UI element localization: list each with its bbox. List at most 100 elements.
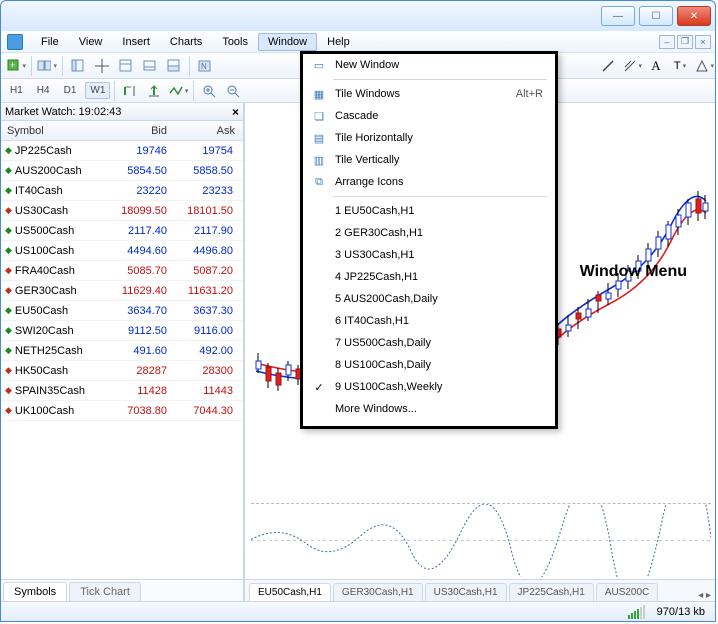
line-tool-button[interactable] (597, 55, 619, 77)
menu-window-2[interactable]: 2 GER30Cash,H1 (303, 222, 555, 244)
timeframe-h1[interactable]: H1 (5, 82, 28, 99)
text-tool-button[interactable]: A (645, 55, 667, 77)
menu-tile-vertically[interactable]: ▥ Tile Vertically (303, 149, 555, 171)
menu-charts[interactable]: Charts (160, 33, 212, 51)
symbol-name: US100Cash (15, 245, 74, 257)
market-watch-row[interactable]: ◆FRA40Cash5085.705087.20 (1, 261, 243, 281)
menu-tools[interactable]: Tools (212, 33, 258, 51)
mdi-close-button[interactable]: × (695, 35, 711, 49)
chart-tab[interactable]: US30Cash,H1 (425, 583, 507, 601)
zoom-out-button[interactable] (222, 80, 244, 102)
market-watch-row[interactable]: ◆GER30Cash11629.4011631.20 (1, 281, 243, 301)
new-order-button[interactable]: N (194, 55, 216, 77)
market-watch-row[interactable]: ◆SWI20Cash9112.509116.00 (1, 321, 243, 341)
menu-new-window[interactable]: ▭ New Window (303, 54, 555, 76)
col-symbol[interactable]: Symbol (1, 123, 101, 139)
ask-value: 11443 (173, 385, 241, 397)
menu-tile-horizontally[interactable]: ▤ Tile Horizontally (303, 127, 555, 149)
menu-window-label: 2 GER30Cash,H1 (329, 227, 547, 239)
menu-insert[interactable]: Insert (112, 33, 160, 51)
symbol-name: FRA40Cash (15, 265, 75, 277)
new-chart-button[interactable]: + (5, 55, 27, 77)
market-watch-row[interactable]: ◆US30Cash18099.5018101.50 (1, 201, 243, 221)
maximize-button[interactable]: ☐ (639, 6, 673, 26)
menu-more-windows[interactable]: More Windows... (303, 398, 555, 420)
strategy-tester-button[interactable] (163, 55, 185, 77)
menu-tile-windows-shortcut: Alt+R (516, 88, 547, 100)
chart-tabs-scroll[interactable]: ◂ ▸ (694, 590, 715, 601)
col-ask[interactable]: Ask (173, 123, 241, 139)
menu-window-4[interactable]: 4 JP225Cash,H1 (303, 266, 555, 288)
menu-window-8[interactable]: 8 US100Cash,Daily (303, 354, 555, 376)
line-tool-more-button[interactable] (621, 55, 643, 77)
shift-end-button[interactable] (119, 80, 141, 102)
market-watch-row[interactable]: ◆NETH25Cash491.60492.00 (1, 341, 243, 361)
market-watch-row[interactable]: ◆US500Cash2117.402117.90 (1, 221, 243, 241)
profiles-button[interactable] (36, 55, 58, 77)
annotation-label: Window Menu (580, 263, 687, 281)
menu-tile-windows[interactable]: ▦ Tile Windows Alt+R (303, 83, 555, 105)
market-watch-row[interactable]: ◆UK100Cash7038.807044.30 (1, 401, 243, 421)
ask-value: 492.00 (173, 345, 241, 357)
market-watch-row[interactable]: ◆US100Cash4494.604496.80 (1, 241, 243, 261)
navigator-button[interactable] (115, 55, 137, 77)
menu-window-9[interactable]: ✓9 US100Cash,Weekly (303, 376, 555, 398)
menu-help[interactable]: Help (317, 33, 360, 51)
text-label-button[interactable]: T (669, 55, 691, 77)
menu-window-5[interactable]: 5 AUS200Cash,Daily (303, 288, 555, 310)
statusbar: 970/13 kb (1, 601, 715, 621)
crosshair-button[interactable] (91, 55, 113, 77)
menu-view[interactable]: View (69, 33, 113, 51)
market-watch-row[interactable]: ◆AUS200Cash5854.505858.50 (1, 161, 243, 181)
tab-symbols[interactable]: Symbols (3, 582, 67, 601)
minimize-button[interactable]: — (601, 6, 635, 26)
menu-tile-h-label: Tile Horizontally (329, 132, 547, 144)
bid-value: 7038.80 (101, 405, 173, 417)
timeframe-w1[interactable]: W1 (85, 82, 110, 99)
bid-value: 11629.40 (101, 285, 173, 297)
mdi-restore-button[interactable]: ❐ (677, 35, 693, 49)
ask-value: 5858.50 (173, 165, 241, 177)
tab-tick-chart[interactable]: Tick Chart (69, 582, 141, 601)
menu-window-6[interactable]: 6 IT40Cash,H1 (303, 310, 555, 332)
bid-value: 2117.40 (101, 225, 173, 237)
market-watch-row[interactable]: ◆JP225Cash1974619754 (1, 141, 243, 161)
market-watch-row[interactable]: ◆SPAIN35Cash1142811443 (1, 381, 243, 401)
menu-file[interactable]: File (31, 33, 69, 51)
zoom-in-button[interactable] (198, 80, 220, 102)
market-watch-header: Symbol Bid Ask (1, 121, 243, 141)
mdi-minimize-button[interactable]: – (659, 35, 675, 49)
market-watch-row[interactable]: ◆IT40Cash2322023233 (1, 181, 243, 201)
chart-tab[interactable]: AUS200C (596, 583, 658, 601)
menu-cascade[interactable]: ❏ Cascade (303, 105, 555, 127)
menu-more-windows-label: More Windows... (329, 403, 547, 415)
check-icon: ✓ (309, 381, 329, 394)
bid-value: 28287 (101, 365, 173, 377)
col-bid[interactable]: Bid (101, 123, 173, 139)
chart-tab[interactable]: EU50Cash,H1 (249, 583, 331, 601)
menu-window-7[interactable]: 7 US500Cash,Daily (303, 332, 555, 354)
market-watch-title-label: Market Watch: 19:02:43 (5, 106, 121, 118)
indicators-button[interactable] (167, 80, 189, 102)
objects-button[interactable] (693, 55, 715, 77)
symbol-name: SWI20Cash (15, 325, 74, 337)
menu-window-label: 5 AUS200Cash,Daily (329, 293, 547, 305)
market-watch-close-button[interactable]: × (232, 105, 239, 119)
timeframe-h4[interactable]: H4 (32, 82, 55, 99)
ask-value: 2117.90 (173, 225, 241, 237)
chart-tab[interactable]: JP225Cash,H1 (509, 583, 594, 601)
menu-window[interactable]: Window (258, 33, 317, 51)
menu-window-3[interactable]: 3 US30Cash,H1 (303, 244, 555, 266)
market-watch-row[interactable]: ◆EU50Cash3634.703637.30 (1, 301, 243, 321)
chart-tab[interactable]: GER30Cash,H1 (333, 583, 423, 601)
terminal-button[interactable] (139, 55, 161, 77)
market-watch-rows: ◆JP225Cash1974619754◆AUS200Cash5854.5058… (1, 141, 243, 579)
menu-window-1[interactable]: 1 EU50Cash,H1 (303, 200, 555, 222)
menu-arrange-icons[interactable]: ⧉ Arrange Icons (303, 171, 555, 193)
close-button[interactable]: ✕ (677, 6, 711, 26)
auto-scroll-button[interactable] (143, 80, 165, 102)
market-watch-toggle-button[interactable] (67, 55, 89, 77)
market-watch-row[interactable]: ◆HK50Cash2828728300 (1, 361, 243, 381)
timeframe-d1[interactable]: D1 (59, 82, 82, 99)
cascade-icon: ❏ (309, 110, 329, 123)
